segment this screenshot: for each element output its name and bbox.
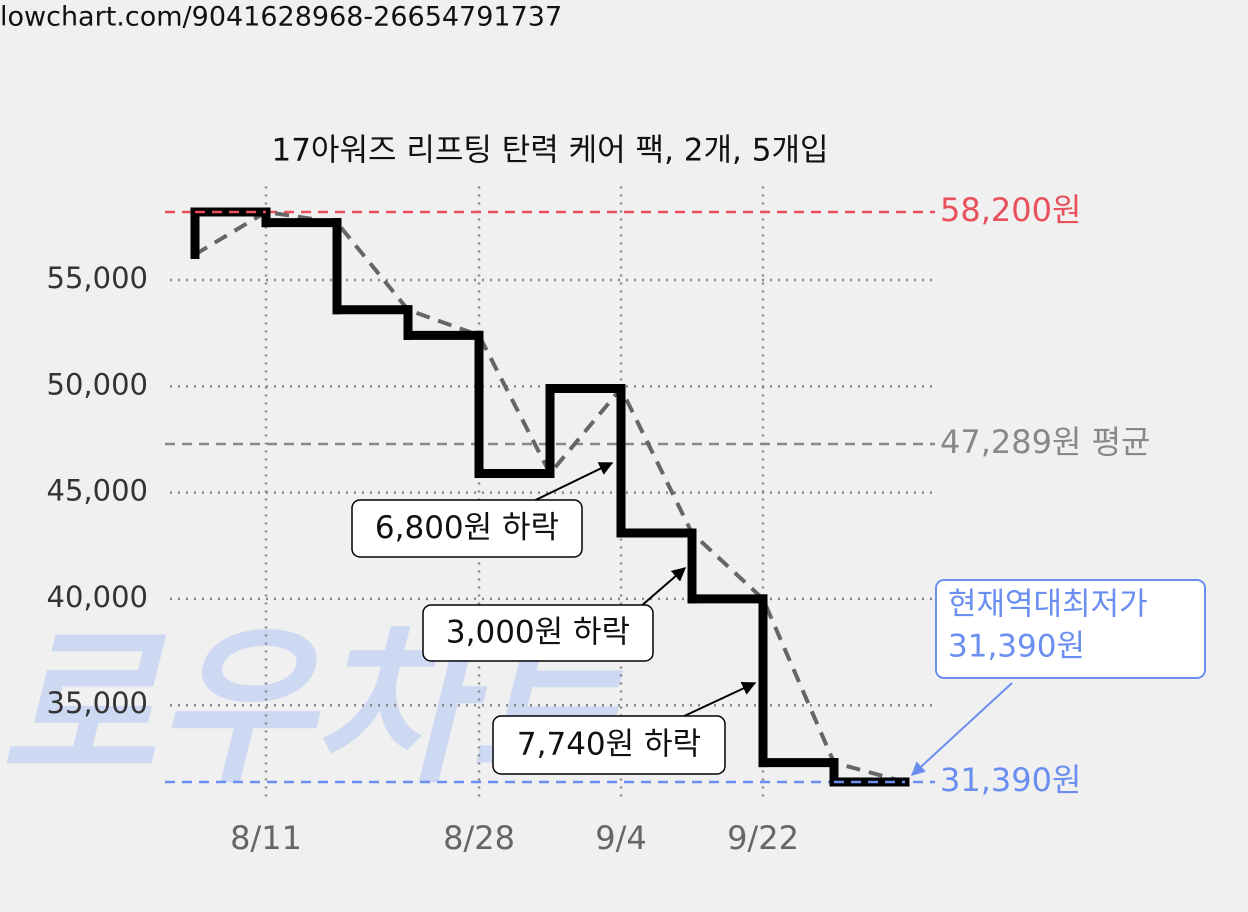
- y-tick-label: 50,000: [47, 367, 148, 401]
- chart-title: 17아워즈 리프팅 탄력 케어 팩, 2개, 5개입: [271, 133, 828, 169]
- x-tick-label: 8/11: [230, 819, 302, 857]
- annotation-box: [492, 715, 726, 775]
- y-tick-label: 40,000: [47, 580, 148, 614]
- callout-text: 현재역대최저가: [948, 587, 1148, 623]
- annotation-box: [422, 604, 654, 662]
- reference-label: 58,200원: [940, 191, 1081, 229]
- annotation-box: [351, 499, 583, 558]
- reference-label: 31,390원: [940, 761, 1081, 799]
- y-tick-label: 35,000: [47, 686, 148, 720]
- header-url: lowchart.com/9041628968-26654791737: [0, 2, 562, 33]
- callout-arrow: [910, 682, 1013, 776]
- annotation-text: 6,800원 하락: [375, 510, 559, 546]
- callout-box: [935, 579, 1206, 679]
- annotation-text: 7,740원 하락: [517, 727, 701, 763]
- reference-label: 47,289원 평균: [940, 423, 1150, 461]
- x-tick-label: 8/28: [443, 819, 515, 857]
- x-tick-label: 9/22: [727, 819, 799, 857]
- annotation-arrow: [679, 681, 757, 719]
- trend-line: [193, 209, 906, 784]
- x-tick-label: 9/4: [595, 819, 647, 857]
- annotation-arrow: [639, 567, 687, 608]
- y-tick-label: 45,000: [47, 474, 148, 508]
- annotation-text: 3,000원 하락: [446, 615, 630, 651]
- callout-text: 31,390원: [948, 629, 1085, 665]
- y-tick-label: 55,000: [47, 261, 148, 295]
